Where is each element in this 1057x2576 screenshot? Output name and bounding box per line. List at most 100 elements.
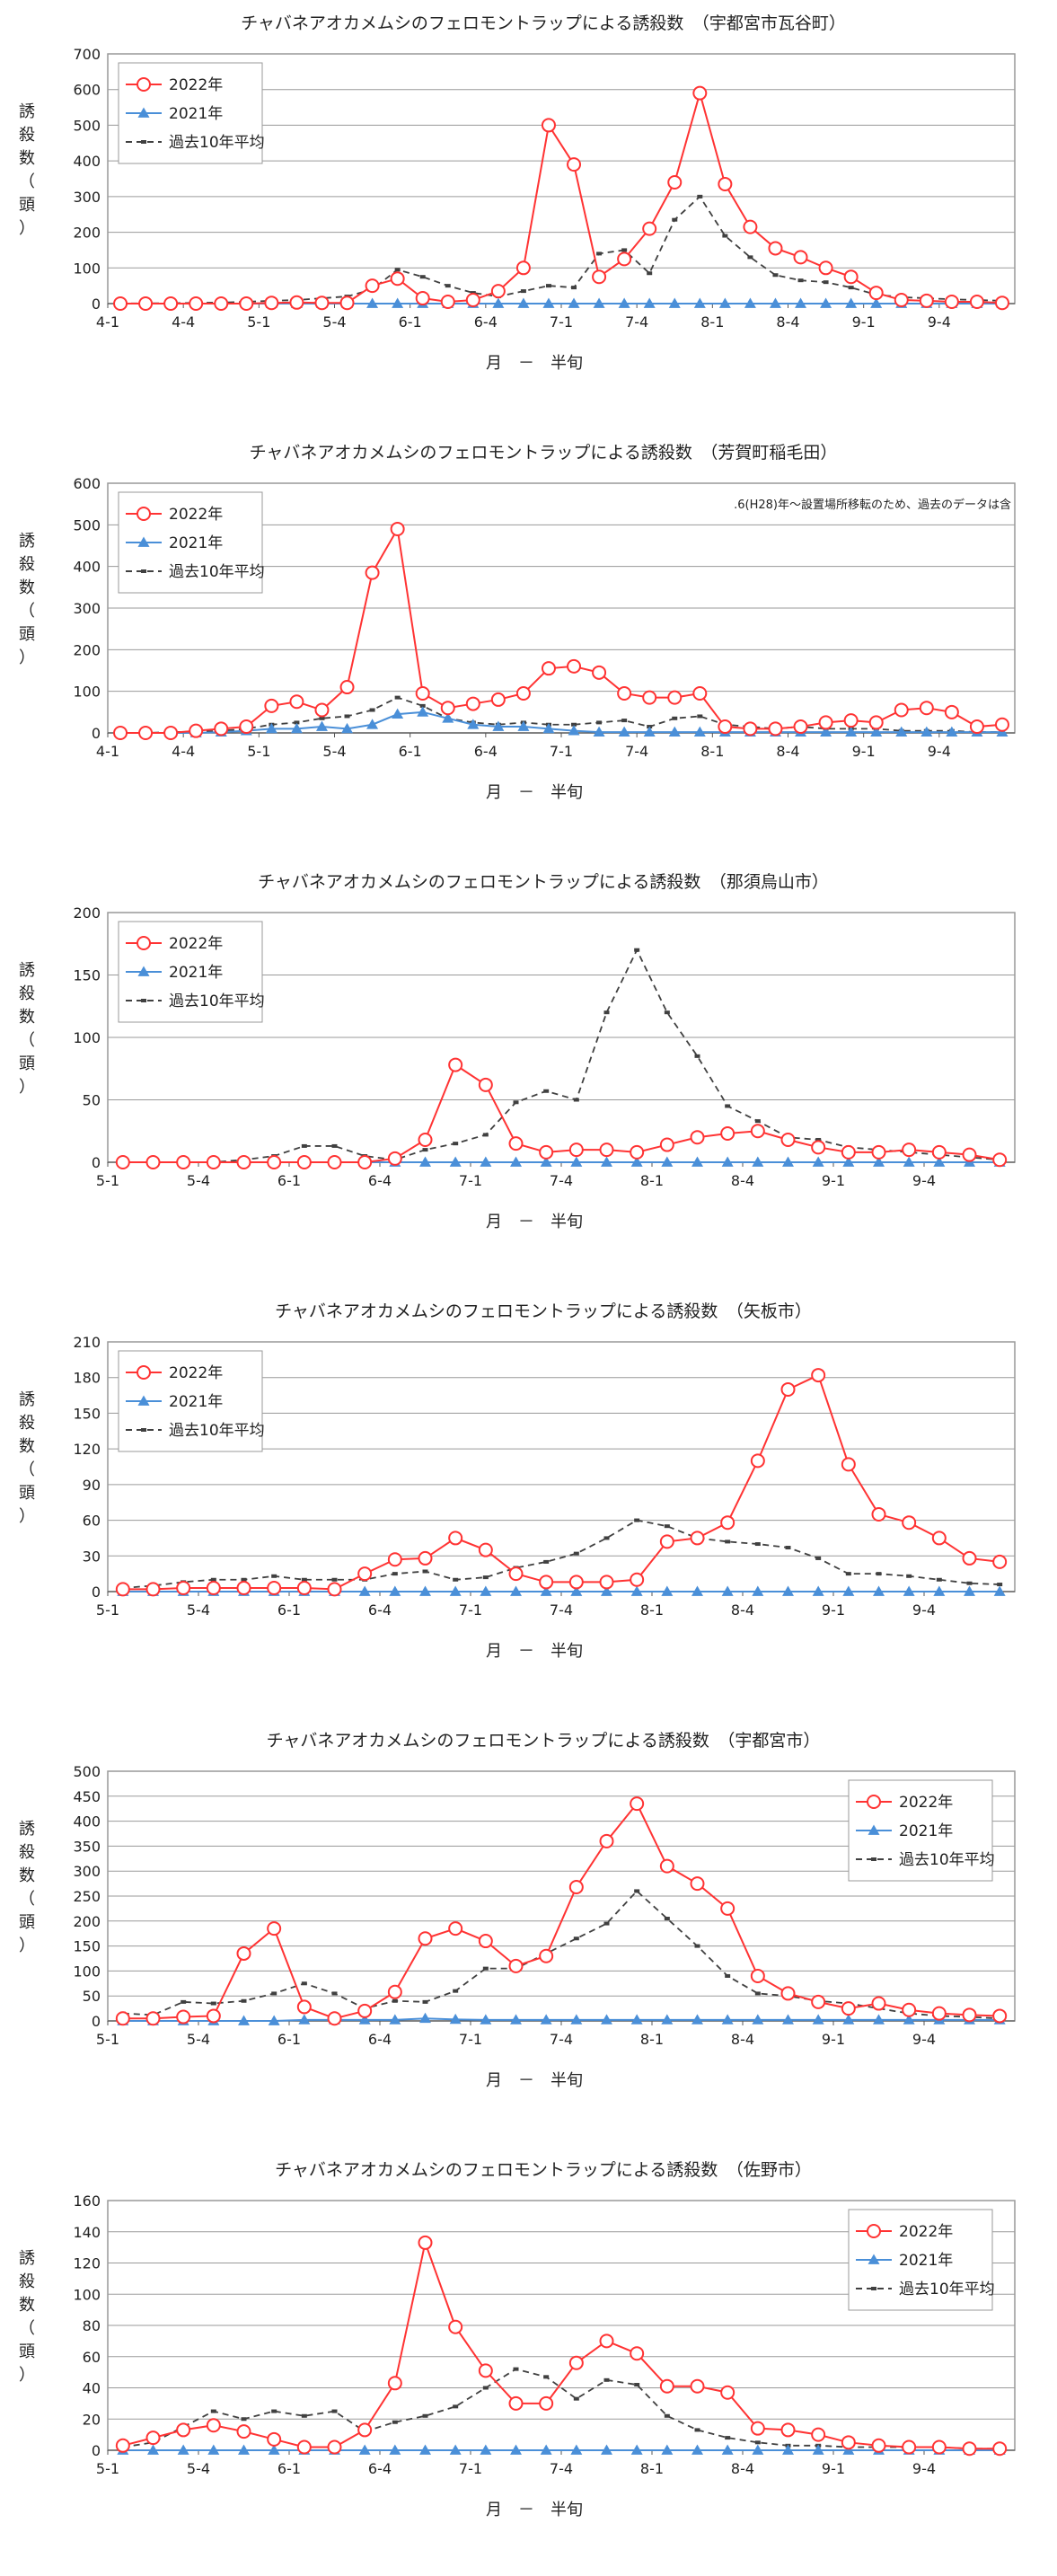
data-point [415, 291, 430, 306]
chart-title: チャバネアオカメムシのフェロモントラップによる誘殺数 （宇都宮市） [267, 1731, 821, 1751]
x-tick-label: 4-1 [96, 743, 119, 760]
x-tick-label: 4-1 [96, 313, 119, 331]
x-tick-label: 6-1 [399, 313, 422, 331]
data-point [903, 1585, 915, 1596]
legend-label: 2022年 [169, 935, 223, 953]
y-axis-title-char: （ [19, 602, 35, 621]
data-point [296, 1999, 312, 2015]
data-point [517, 720, 530, 731]
legend-marker [867, 1795, 881, 1809]
x-tick-label: 7-4 [625, 743, 648, 760]
data-point [769, 297, 781, 308]
data-point [115, 1582, 130, 1597]
data-point [720, 1901, 735, 1916]
x-axis-title: 月 － 半旬 [486, 2071, 583, 2090]
data-point [750, 1453, 765, 1469]
data-point [422, 1569, 428, 1574]
data-point [906, 1574, 912, 1578]
x-tick-label: 4-4 [172, 313, 195, 331]
data-point [693, 726, 706, 737]
data-point [418, 2235, 433, 2250]
data-point [793, 719, 808, 735]
data-point [752, 2014, 764, 2025]
data-point [870, 297, 883, 308]
data-point [876, 1572, 882, 1576]
data-point [672, 217, 678, 222]
data-point [782, 1156, 794, 1167]
y-tick-label: 450 [73, 1788, 101, 1805]
data-point [440, 701, 455, 716]
data-point [659, 2378, 674, 2394]
data-point [664, 1917, 670, 1921]
data-point [691, 2444, 703, 2455]
data-point [795, 297, 807, 308]
y-axis-title-char: 殺 [19, 555, 35, 574]
data-point [515, 260, 531, 276]
data-point [697, 714, 703, 719]
data-point [422, 1148, 428, 1152]
x-tick-label: 8-4 [731, 1172, 754, 1189]
data-point [331, 1143, 338, 1148]
data-point [691, 2014, 703, 2025]
data-point [780, 1132, 796, 1147]
data-point [465, 293, 480, 308]
y-axis-title-char: 数 [19, 2296, 35, 2315]
data-point [480, 2014, 492, 2025]
y-tick-label: 80 [83, 2317, 101, 2334]
legend-label: 過去10年平均 [899, 1851, 995, 1869]
data-point [690, 1531, 705, 1546]
data-point [919, 293, 934, 308]
y-tick-label: 600 [73, 475, 101, 492]
y-tick-label: 400 [73, 1813, 101, 1831]
data-point [818, 715, 833, 730]
data-point [365, 278, 380, 294]
data-point [539, 1144, 554, 1160]
data-point [997, 1583, 1003, 1587]
data-point [331, 1577, 338, 1582]
data-point [721, 1585, 734, 1596]
data-point [419, 2012, 431, 2024]
data-point [721, 1156, 734, 1167]
data-point [903, 2014, 915, 2025]
data-point [664, 1010, 670, 1015]
y-tick-label: 300 [73, 1863, 101, 1880]
data-point [592, 665, 607, 680]
data-point [510, 1156, 522, 1167]
data-point [725, 1104, 731, 1108]
y-tick-label: 120 [73, 2255, 101, 2272]
data-point [357, 2422, 373, 2438]
y-tick-label: 200 [73, 1913, 101, 1930]
chart-svg: チャバネアオカメムシのフェロモントラップによる誘殺数 （矢板市） 0 30 60 90 1… [19, 1301, 1016, 1661]
legend-marker [137, 107, 150, 118]
y-tick-label: 50 [83, 1988, 101, 2005]
x-tick-label: 8-4 [731, 2460, 754, 2477]
data-point [331, 2409, 338, 2413]
data-point [962, 1147, 977, 1162]
data-point [206, 2008, 221, 2024]
data-point [392, 1572, 398, 1576]
legend-label: 2021年 [169, 105, 223, 123]
data-point [567, 157, 582, 172]
series-line [120, 696, 1002, 734]
data-point [643, 726, 656, 737]
x-tick-label: 9-1 [822, 2460, 845, 2477]
data-point [871, 2438, 886, 2453]
x-tick-label: 6-1 [277, 1601, 301, 1619]
data-point [568, 725, 580, 736]
data-point [873, 1585, 885, 1596]
data-point [570, 1585, 583, 1596]
data-point [271, 1574, 277, 1578]
data-point [841, 1457, 856, 1472]
x-tick-label: 6-4 [368, 2460, 392, 2477]
x-axis-title: 月 － 半旬 [486, 1642, 583, 1661]
data-point [668, 297, 681, 308]
y-tick-label: 400 [73, 153, 101, 170]
data-point [189, 723, 204, 738]
data-point [369, 708, 375, 712]
data-point [568, 2355, 584, 2370]
data-point [601, 1156, 612, 1167]
series-1 [115, 2235, 1008, 2457]
data-point [442, 712, 454, 723]
data-point [962, 2441, 977, 2457]
